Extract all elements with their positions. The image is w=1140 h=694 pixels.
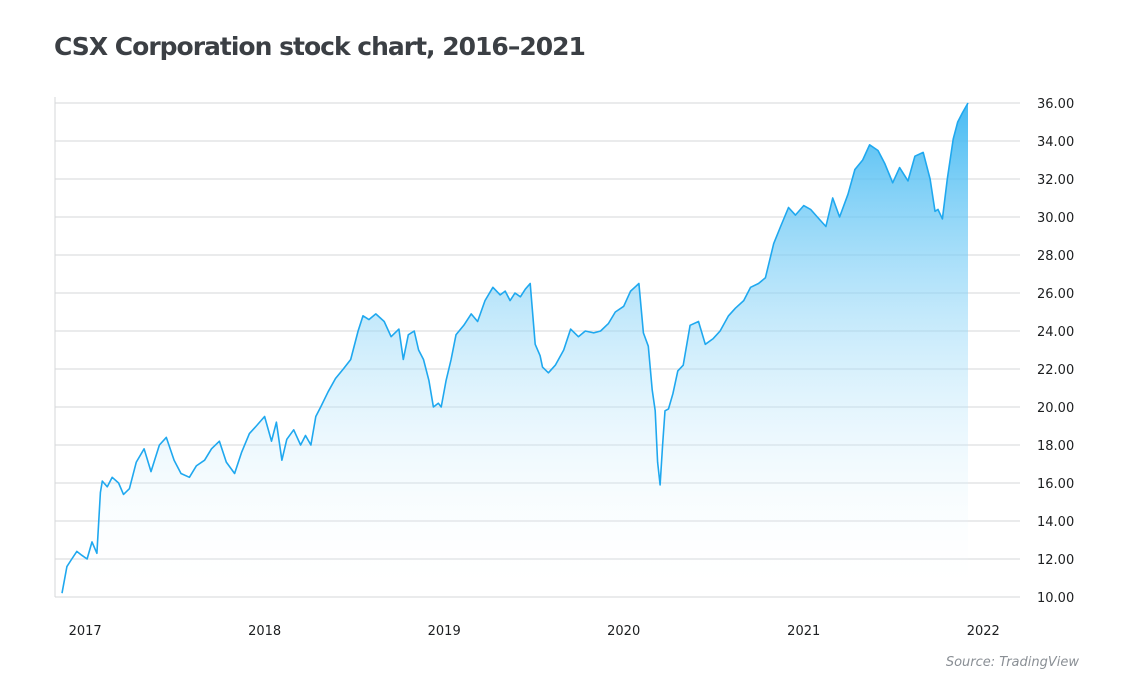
x-tick-label: 2017: [69, 624, 102, 639]
y-tick-label: 10.00: [1037, 591, 1074, 606]
y-tick-label: 30.00: [1037, 211, 1074, 226]
y-tick-label: 20.00: [1037, 401, 1074, 416]
source-note: Source: TradingView: [945, 655, 1079, 670]
y-tick-label: 34.00: [1037, 135, 1074, 150]
x-tick-label: 2021: [787, 624, 820, 639]
x-tick-label: 2019: [428, 624, 461, 639]
x-axis-ticks: 2017 2018 2019 2020 2021 2022: [69, 624, 1000, 639]
price-area-fill: [62, 103, 968, 597]
y-tick-label: 28.00: [1037, 249, 1074, 264]
y-tick-label: 12.00: [1037, 553, 1074, 568]
y-tick-label: 24.00: [1037, 325, 1074, 340]
y-tick-label: 14.00: [1037, 515, 1074, 530]
x-tick-label: 2020: [607, 624, 640, 639]
y-tick-label: 26.00: [1037, 287, 1074, 302]
chart-title: CSX Corporation stock chart, 2016–2021: [54, 32, 586, 61]
x-tick-label: 2018: [248, 624, 281, 639]
y-axis-ticks: 10.00 12.00 14.00 16.00 18.00 20.00 22.00 24.00…: [1037, 97, 1074, 606]
price-line: [61, 102, 969, 594]
y-tick-label: 18.00: [1037, 439, 1074, 454]
y-tick-label: 36.00: [1037, 97, 1074, 112]
y-tick-label: 16.00: [1037, 477, 1074, 492]
x-tick-label: 2022: [967, 624, 1000, 639]
y-tick-label: 22.00: [1037, 363, 1074, 378]
y-tick-label: 32.00: [1037, 173, 1074, 188]
